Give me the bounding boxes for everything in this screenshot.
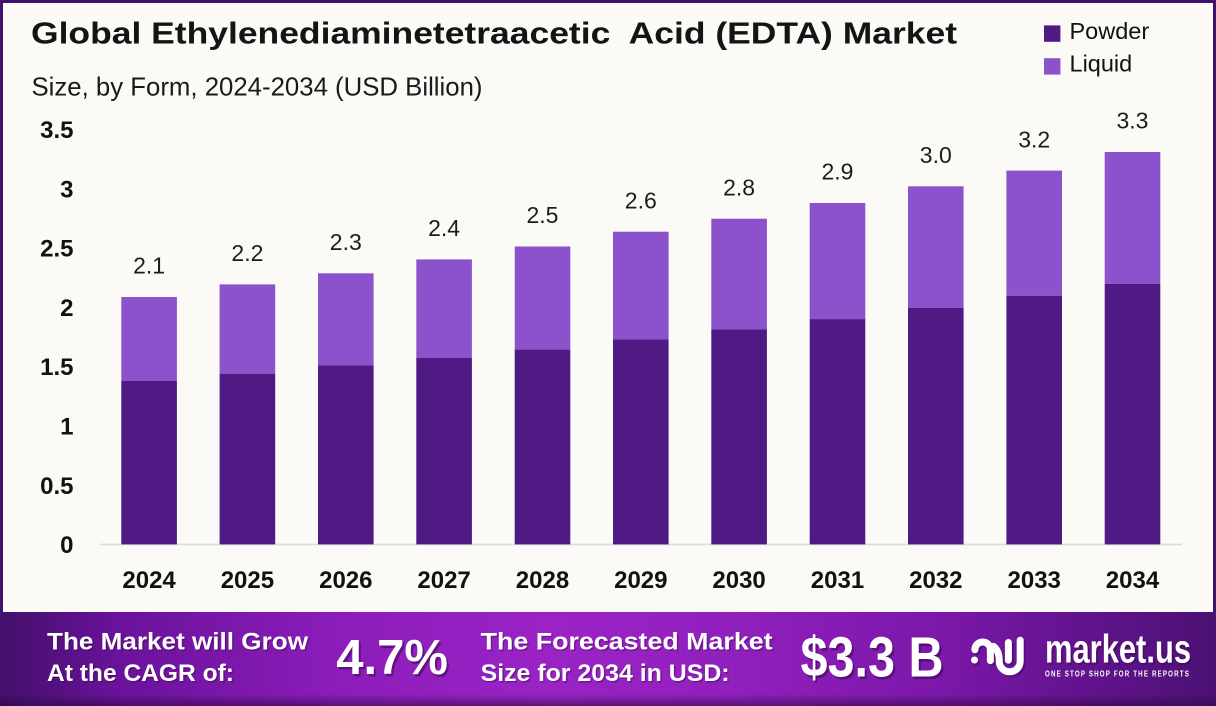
svg-text:$3.3 B: $3.3 B (803, 628, 946, 692)
svg-text:The Forecasted Market: The Forecasted Market (482, 630, 774, 657)
svg-text:2.1: 2.1 (133, 253, 165, 279)
svg-text:At the CAGR of:: At the CAGR of: (47, 660, 234, 687)
svg-text:3: 3 (60, 176, 73, 203)
svg-text:ONE STOP SHOP FOR THE REPORTS: ONE STOP SHOP FOR THE REPORTS (1045, 670, 1190, 679)
svg-text:3.2: 3.2 (1018, 126, 1050, 152)
svg-text:market.us: market.us (1047, 630, 1193, 674)
svg-text:2034: 2034 (1106, 567, 1160, 594)
svg-text:2029: 2029 (614, 567, 667, 594)
svg-text:2030: 2030 (712, 567, 765, 594)
svg-text:3.0: 3.0 (920, 142, 952, 168)
svg-text:The Forecasted Market: The Forecasted Market (481, 629, 773, 656)
svg-text:Powder: Powder (1070, 18, 1150, 44)
svg-text:2.3: 2.3 (330, 229, 362, 255)
svg-text:2.6: 2.6 (625, 187, 657, 213)
svg-text:2.4: 2.4 (428, 215, 460, 241)
svg-text:2.8: 2.8 (723, 174, 755, 200)
svg-text:0.5: 0.5 (40, 473, 73, 500)
svg-text:0: 0 (60, 532, 73, 559)
svg-text:$3.3 B: $3.3 B (801, 626, 944, 690)
svg-text:market.us: market.us (1045, 628, 1191, 672)
svg-text:2.2: 2.2 (231, 240, 263, 266)
svg-text:2: 2 (60, 295, 73, 322)
svg-text:Size for 2034 in USD:: Size for 2034 in USD: (482, 662, 731, 689)
svg-text:Size, by Form, 2024-2034 (USD: Size, by Form, 2024-2034 (USD Billion) (32, 72, 483, 102)
svg-text:Global Ethylenediaminetetraace: Global Ethylenediaminetetraacetic Acid (… (31, 17, 957, 51)
svg-text:Liquid: Liquid (1070, 51, 1133, 77)
svg-text:2031: 2031 (811, 567, 864, 594)
svg-text:The Market will Grow: The Market will Grow (48, 630, 310, 657)
svg-text:3.3: 3.3 (1117, 108, 1149, 134)
svg-text:2027: 2027 (417, 567, 470, 594)
svg-text:4.7%: 4.7% (338, 634, 450, 688)
svg-text:2.5: 2.5 (40, 236, 73, 263)
svg-text:2.5: 2.5 (527, 202, 559, 228)
svg-text:1: 1 (60, 414, 73, 441)
svg-text:1.5: 1.5 (40, 354, 73, 381)
svg-text:Size for 2034 in USD:: Size for 2034 in USD: (481, 660, 730, 687)
svg-text:The Market will Grow: The Market will Grow (47, 629, 309, 656)
svg-text:2033: 2033 (1008, 567, 1061, 594)
svg-text:4.7%: 4.7% (336, 631, 448, 685)
svg-text:2026: 2026 (319, 567, 372, 594)
svg-text:2024: 2024 (122, 567, 176, 594)
svg-text:2025: 2025 (221, 567, 274, 594)
svg-text:2028: 2028 (516, 567, 569, 594)
svg-text:2.9: 2.9 (822, 159, 854, 185)
svg-text:At the CAGR of:: At the CAGR of: (48, 662, 235, 689)
svg-text:2032: 2032 (909, 567, 962, 594)
svg-text:3.5: 3.5 (40, 117, 73, 144)
